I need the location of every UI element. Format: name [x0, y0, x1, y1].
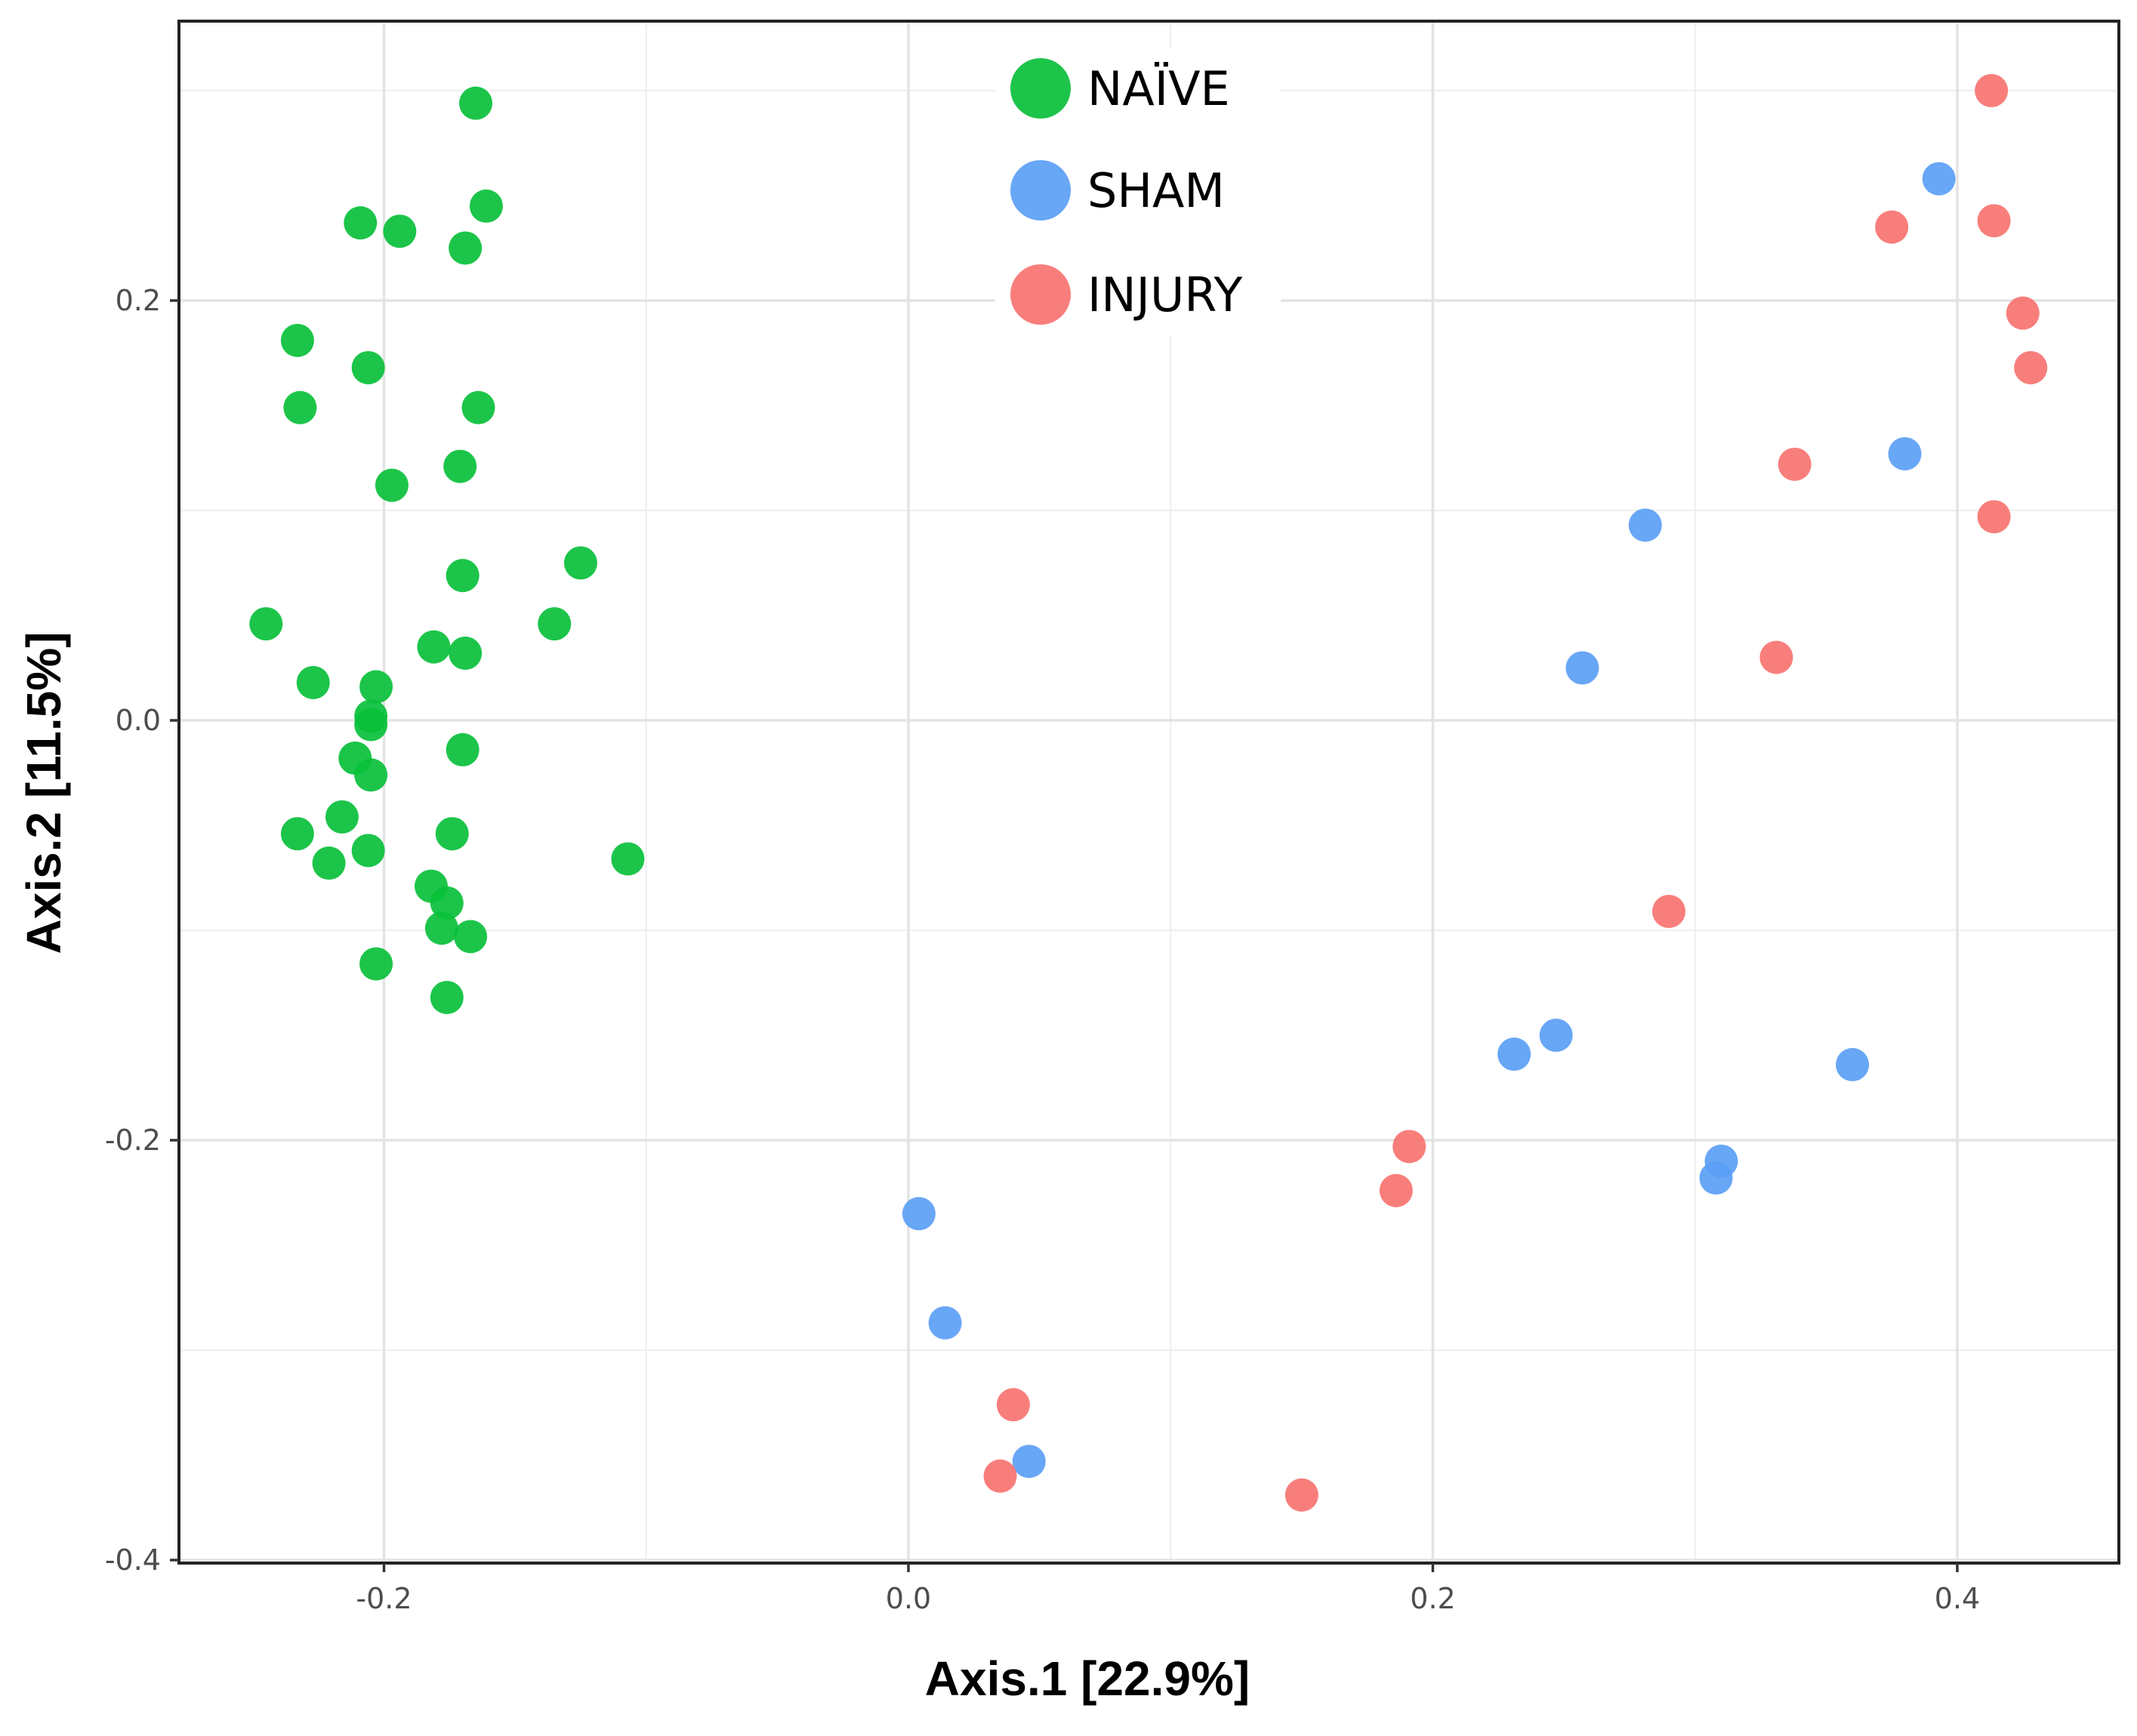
- series-injury: [983, 74, 2048, 1512]
- data-point: [563, 546, 597, 580]
- data-point: [375, 468, 409, 502]
- data-points: [249, 74, 2048, 1512]
- x-tick-label: 0.0: [886, 1582, 931, 1615]
- series-sham: [902, 162, 1956, 1479]
- data-point: [351, 350, 385, 384]
- data-point: [383, 214, 417, 248]
- data-point: [1497, 1038, 1531, 1072]
- y-axis-title: Axis.2 [11.5%]: [17, 632, 71, 954]
- data-point: [1012, 1445, 1046, 1479]
- x-tick-label: 0.2: [1410, 1582, 1455, 1615]
- data-point: [280, 323, 314, 357]
- data-point: [1975, 74, 2009, 107]
- data-point: [1888, 436, 1922, 470]
- data-point: [351, 834, 385, 868]
- data-point: [280, 817, 314, 851]
- y-tick-label: 0.2: [116, 284, 161, 317]
- y-tick-label: 0.0: [116, 704, 161, 737]
- legend-item: NAÏVE: [1010, 58, 1230, 119]
- data-point: [296, 665, 330, 699]
- data-point: [459, 86, 493, 120]
- data-point: [1379, 1173, 1413, 1207]
- data-point: [1875, 210, 1909, 244]
- data-point: [417, 630, 451, 664]
- data-point: [325, 800, 359, 834]
- legend-item: INJURY: [1010, 264, 1242, 325]
- data-point: [1778, 447, 1812, 481]
- legend-label: NAÏVE: [1087, 61, 1230, 116]
- data-point: [454, 920, 488, 954]
- data-point: [928, 1306, 962, 1340]
- data-point: [449, 637, 483, 671]
- data-point: [446, 732, 480, 766]
- data-point: [983, 1459, 1017, 1493]
- data-point: [430, 886, 464, 920]
- y-tick-label: -0.2: [105, 1124, 161, 1157]
- data-point: [1284, 1478, 1318, 1512]
- legend-label: SHAM: [1087, 163, 1225, 218]
- data-point: [611, 842, 645, 876]
- data-point: [359, 947, 393, 981]
- data-point: [430, 980, 464, 1014]
- data-point: [2006, 296, 2040, 330]
- y-axis-ticks: -0.4 -0.2 0.0 0.2: [105, 284, 179, 1577]
- data-point: [1565, 651, 1599, 685]
- data-point: [1699, 1161, 1733, 1195]
- data-point: [354, 708, 388, 742]
- data-point: [538, 607, 572, 641]
- legend-label: INJURY: [1087, 267, 1242, 322]
- data-point: [1759, 640, 1793, 674]
- legend-marker: [1010, 58, 1071, 119]
- data-point: [996, 1388, 1030, 1422]
- data-point: [1392, 1130, 1426, 1164]
- data-point: [424, 911, 458, 945]
- data-point: [446, 559, 480, 593]
- data-point: [469, 189, 503, 223]
- data-point: [344, 206, 378, 240]
- legend: NAÏVE SHAM INJURY: [1010, 58, 1242, 325]
- data-point: [461, 390, 495, 424]
- data-point: [1652, 894, 1686, 928]
- data-point: [1539, 1019, 1573, 1052]
- data-point: [249, 607, 283, 641]
- x-axis-ticks: -0.2 0.0 0.2 0.4: [356, 1563, 1980, 1615]
- data-point: [312, 846, 346, 880]
- data-point: [443, 449, 477, 483]
- major-gridlines: [179, 21, 2119, 1563]
- data-point: [1977, 500, 2011, 534]
- y-tick-label: -0.4: [105, 1543, 161, 1577]
- plot-frame: [177, 20, 2120, 1565]
- data-point: [449, 231, 483, 265]
- legend-item: SHAM: [1010, 160, 1225, 220]
- data-point: [1628, 508, 1662, 542]
- legend-marker: [1010, 264, 1071, 325]
- data-point: [2014, 350, 2048, 384]
- data-point: [1977, 204, 2011, 238]
- data-point: [1922, 162, 1956, 196]
- data-point: [1836, 1047, 1870, 1081]
- series-nave: [249, 86, 645, 1014]
- x-tick-label: -0.2: [356, 1582, 412, 1615]
- x-axis-title: Axis.1 [22.9%]: [925, 1651, 1250, 1706]
- data-point: [354, 758, 388, 792]
- x-tick-label: 0.4: [1935, 1582, 1980, 1615]
- data-point: [902, 1197, 936, 1231]
- data-point: [435, 817, 469, 851]
- legend-marker: [1010, 160, 1071, 220]
- data-point: [283, 390, 317, 424]
- data-point: [359, 670, 393, 704]
